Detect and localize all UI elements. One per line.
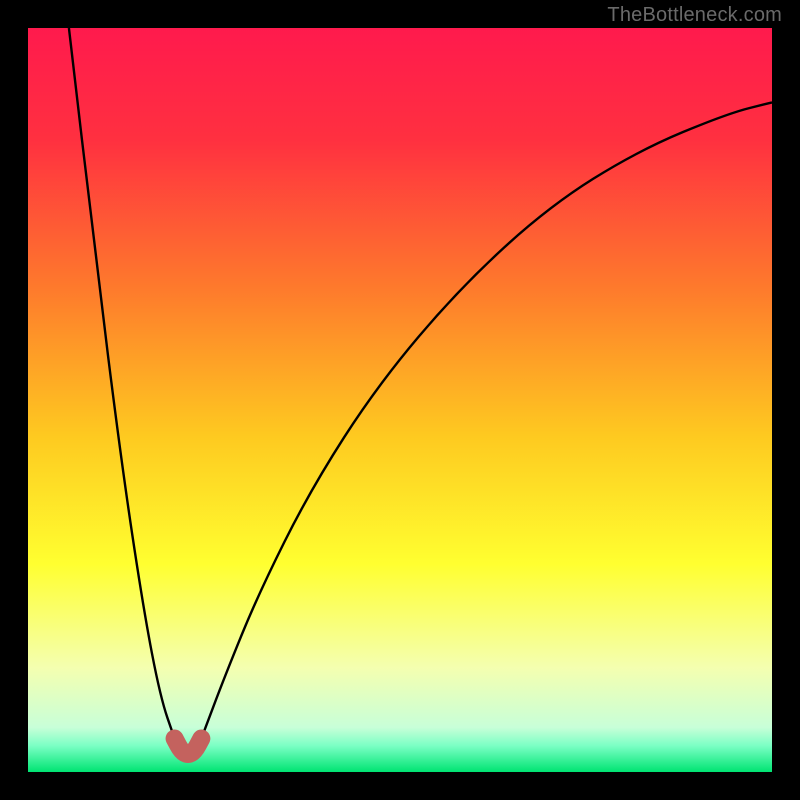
watermark-text: TheBottleneck.com bbox=[607, 4, 782, 27]
chart-container: TheBottleneck.com bbox=[0, 0, 800, 800]
plot-gradient-background bbox=[28, 28, 772, 772]
chart-svg bbox=[0, 0, 800, 800]
